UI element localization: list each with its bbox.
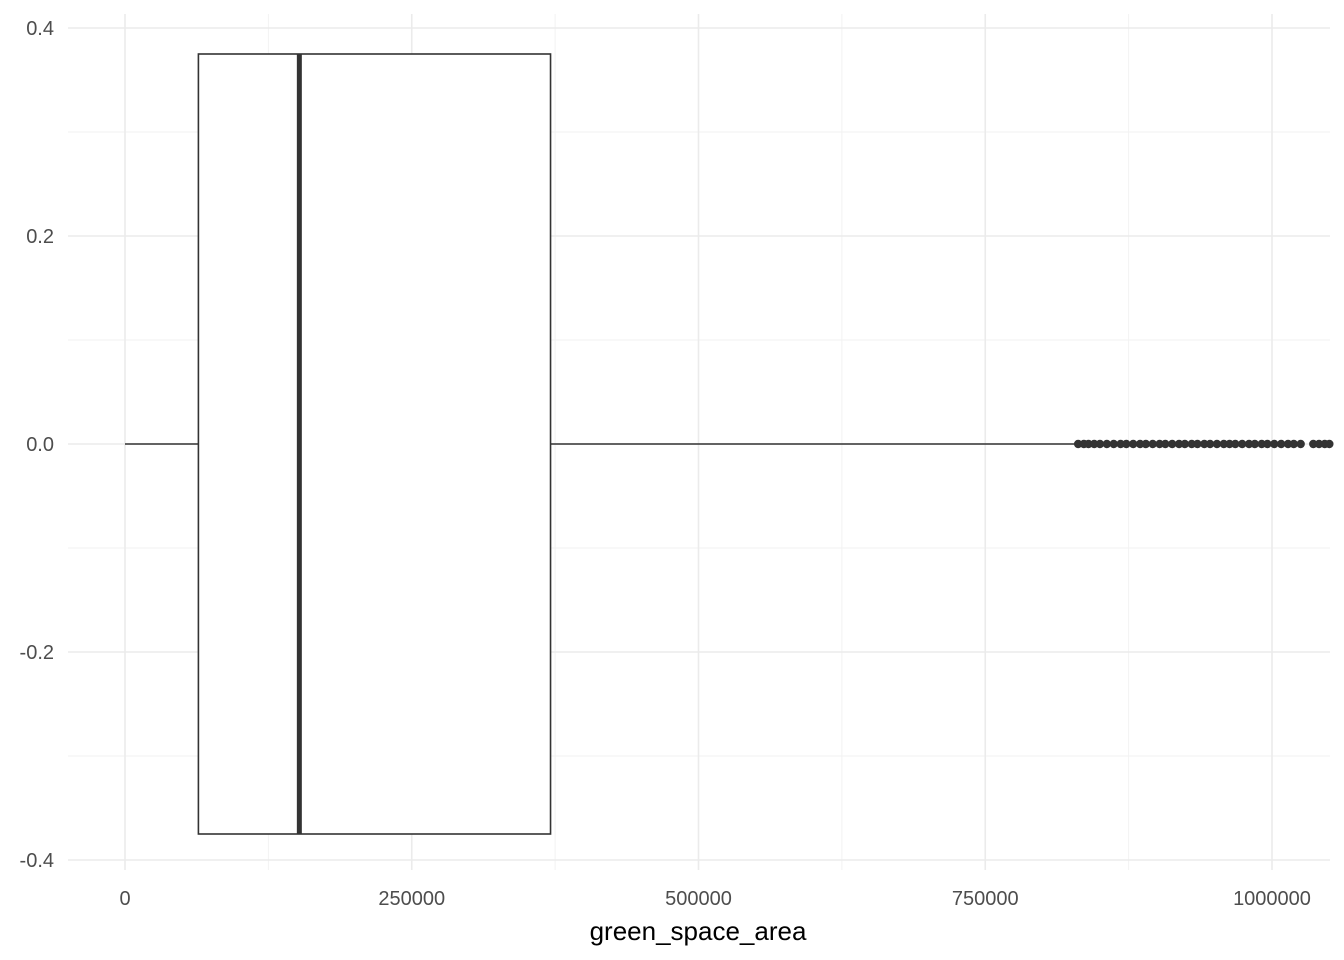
y-axis-tick-labels: -0.4 -0.2 0.0 0.2 0.4 (20, 18, 54, 872)
x-tick-label: 0 (119, 888, 130, 910)
y-tick-label: 0.4 (26, 18, 54, 40)
outlier-point (1148, 439, 1157, 449)
y-tick-label: -0.2 (20, 642, 54, 664)
outlier-point (1276, 439, 1286, 449)
outlier-point (1180, 439, 1190, 449)
x-tick-label: 750000 (952, 888, 1019, 910)
outlier-point (1129, 439, 1138, 449)
outlier-point (1263, 439, 1272, 449)
outlier-point (1161, 439, 1170, 449)
outlier-point (1095, 439, 1105, 449)
outlier-point (1296, 439, 1305, 449)
outlier-point (1109, 439, 1118, 449)
outlier-point (1325, 439, 1334, 449)
outlier-point (1122, 439, 1131, 449)
y-tick-label: 0.2 (26, 226, 54, 248)
outlier-point (1212, 439, 1222, 449)
x-tick-label: 1000000 (1233, 888, 1311, 910)
outlier-point (1289, 439, 1298, 449)
outlier-point (1193, 439, 1202, 449)
outlier-points (1073, 439, 1334, 449)
outlier-point (1270, 439, 1279, 449)
outlier-point (1205, 439, 1215, 449)
x-tick-label: 250000 (378, 888, 445, 910)
interquartile-box (197, 53, 552, 835)
outlier-point (1168, 439, 1177, 449)
y-tick-label: -0.4 (20, 850, 54, 872)
outlier-point (1237, 439, 1247, 449)
x-axis-tick-labels: 0 250000 500000 750000 1000000 (119, 888, 1311, 910)
outlier-point (1250, 439, 1259, 449)
x-tick-label: 500000 (665, 888, 732, 910)
y-tick-label: 0.0 (26, 434, 54, 456)
outlier-point (1102, 439, 1112, 449)
outlier-point (1231, 439, 1240, 449)
x-axis-title: green_space_area (590, 916, 807, 946)
boxplot-marks (125, 53, 1079, 835)
outlier-point (1141, 439, 1151, 449)
